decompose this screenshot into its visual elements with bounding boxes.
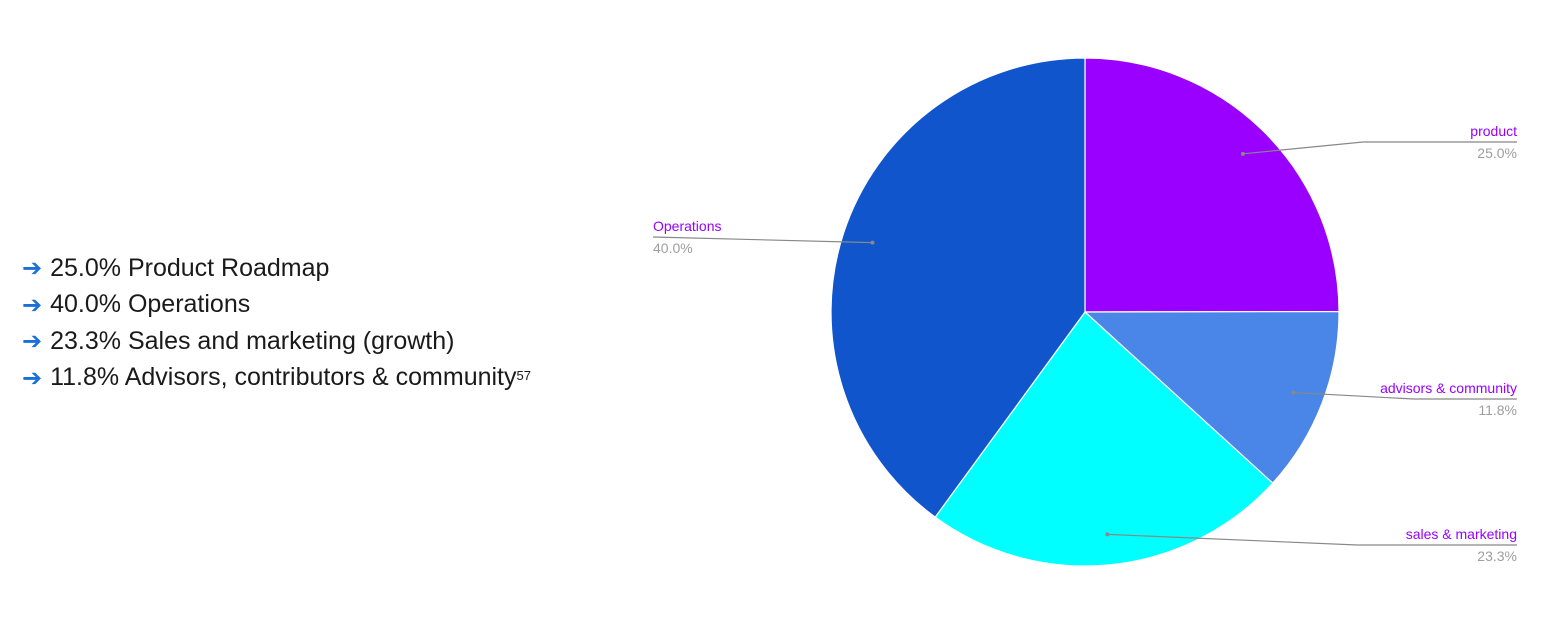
right-arrow-icon: ➔ [22, 327, 43, 356]
slice-percent: 11.8% [1478, 402, 1517, 418]
slice-label: Operations [653, 218, 721, 234]
bullet-text: 23.3% Sales and marketing (growth) [50, 326, 455, 355]
bullet-text: 40.0% Operations [50, 290, 251, 319]
leader-line [1107, 533, 1517, 546]
leader-line [652, 236, 873, 244]
slice-label: sales & marketing [1406, 526, 1517, 542]
pie-labels: product 25.0% advisors & community 11.8% sal… [652, 123, 1517, 564]
slice-percent: 23.3% [1477, 548, 1517, 564]
pie-slice-operations [830, 57, 1086, 518]
bullet-text: 25.0% Product Roadmap [50, 253, 330, 282]
leader-line [1293, 391, 1517, 400]
slice-percent: 40.0% [653, 240, 693, 256]
slice-label: advisors & community [1380, 380, 1517, 396]
bullet-list: ➔ 25.0% Product Roadmap ➔ 40.0% Operatio… [22, 250, 531, 396]
leader-line [1242, 141, 1517, 155]
pie-slice-sales-marketing [934, 311, 1274, 567]
pie-slice-advisors-community [1083, 310, 1340, 484]
bullet-item: ➔ 11.8% Advisors, contributors & communi… [22, 363, 531, 392]
right-arrow-icon: ➔ [22, 290, 43, 319]
right-arrow-icon: ➔ [22, 254, 43, 283]
pie-slice-product [1084, 57, 1340, 313]
slice-label: product [1470, 123, 1517, 139]
bullet-item: ➔ 23.3% Sales and marketing (growth) [22, 323, 531, 360]
bullet-text: 11.8% Advisors, contributors & community [50, 363, 517, 392]
bullet-item: ➔ 25.0% Product Roadmap [22, 250, 531, 287]
bullet-item: ➔ 40.0% Operations [22, 287, 531, 324]
slice-percent: 25.0% [1477, 145, 1517, 161]
right-arrow-icon: ➔ [22, 363, 43, 392]
